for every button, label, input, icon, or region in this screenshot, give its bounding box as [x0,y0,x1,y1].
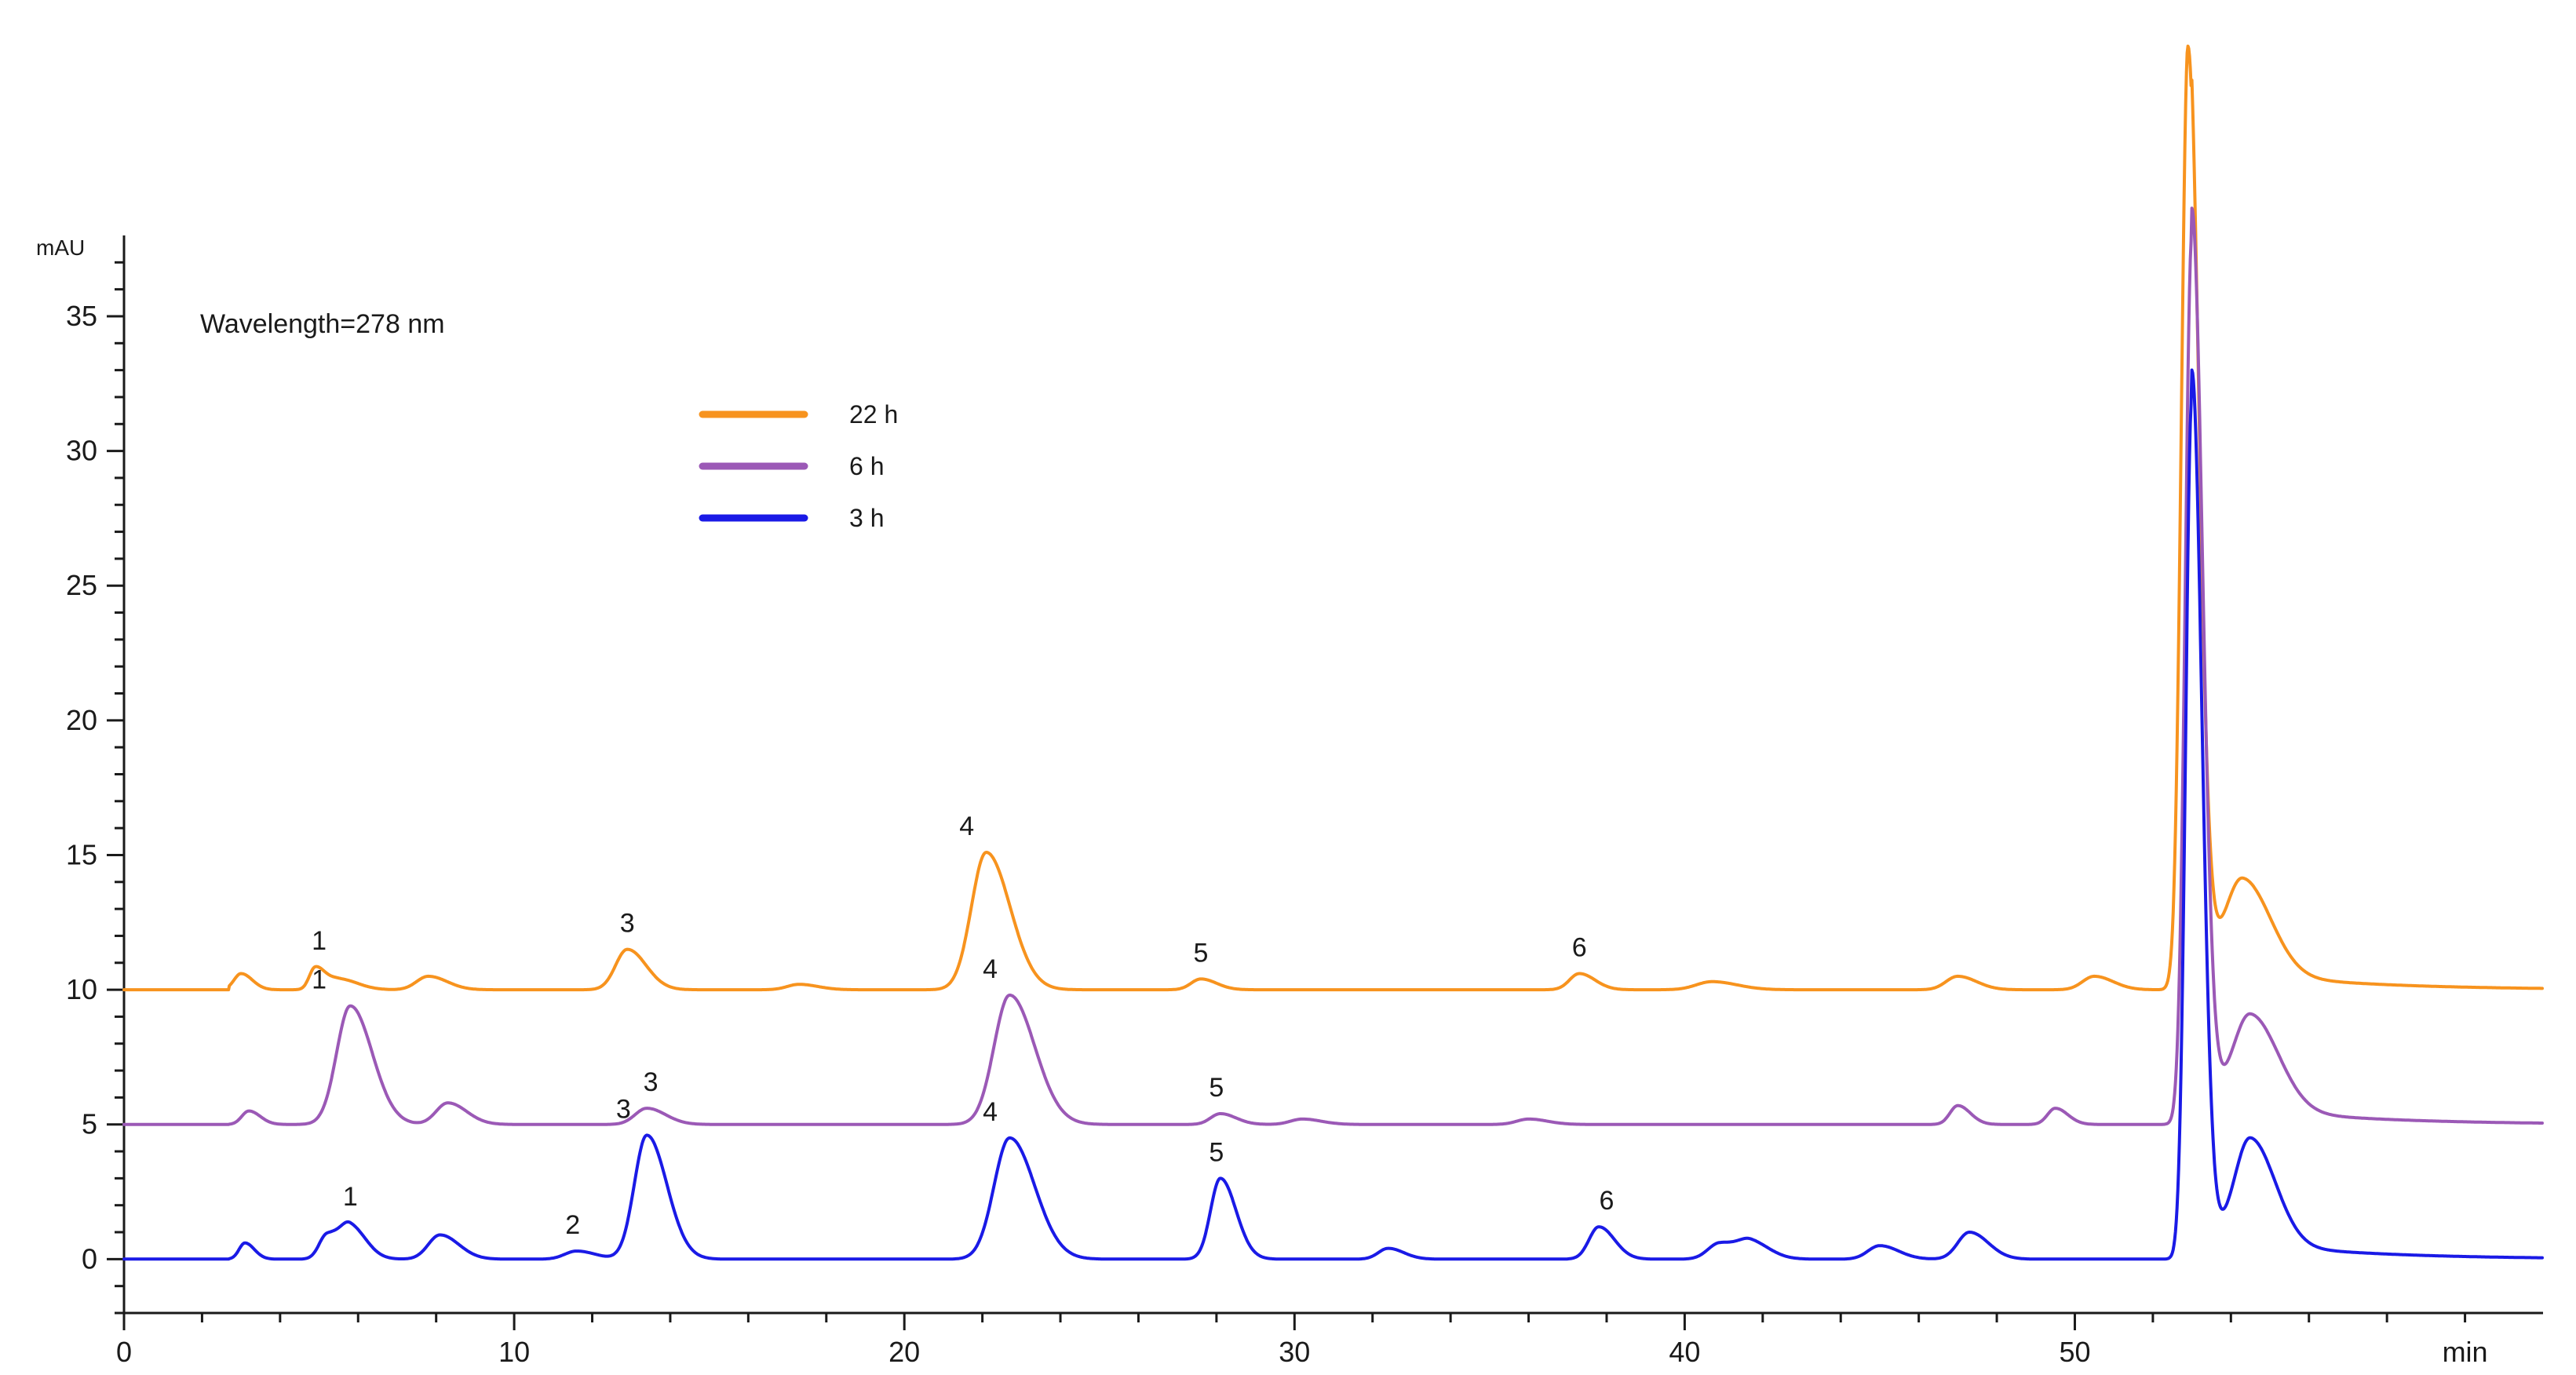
y-tick-label: 30 [66,435,97,467]
trace-22h [122,44,2544,992]
x-tick-label: 40 [1669,1336,1700,1368]
peak-label: 1 [312,926,327,956]
y-tick-label: 5 [82,1108,97,1140]
peak-label: 5 [1194,938,1209,968]
legend-label: 22 h [849,400,898,429]
peak-label: 4 [983,1097,998,1127]
legend: 22 h 6 h 3 h [699,400,898,532]
peak-label: 5 [1209,1073,1224,1103]
wavelength-annotation: Wavelength=278 nm [200,309,445,339]
peak-label: 2 [565,1210,580,1240]
peak-label: 4 [959,812,974,841]
peak-label: 6 [1600,1186,1615,1216]
y-tick-label: 0 [82,1242,97,1275]
y-tick-label: 20 [66,704,97,736]
peak-label: 6 [1572,933,1587,963]
x-tick-label: 0 [116,1336,132,1368]
peak-label: 4 [983,954,998,984]
peak-label: 3 [644,1067,659,1097]
peak-label: 1 [312,965,327,995]
y-tick-label: 25 [66,569,97,601]
y-tick-label: 10 [66,973,97,1005]
trace-3h [122,368,2544,1261]
x-tick-label: 30 [1279,1336,1310,1368]
trace-6h [122,206,2544,1126]
x-tick-label: 10 [498,1336,530,1368]
y-axis-unit-label: mAU [36,235,85,260]
x-tick-label: 20 [888,1336,920,1368]
peak-label: 5 [1209,1137,1224,1167]
peak-label: 1 [343,1182,358,1212]
peak-labels: 1 3 4 5 6 1 3 4 5 1 2 3 4 5 6 [312,812,1614,1240]
peak-label: 3 [616,1094,631,1124]
y-tick-label: 35 [66,300,97,332]
y-tick-label: 15 [66,838,97,870]
legend-label: 6 h [849,452,884,480]
x-axis-unit-label: min [2443,1336,2488,1368]
x-tick-label: 50 [2059,1336,2090,1368]
traces [122,44,2544,1261]
peak-label: 3 [620,909,635,939]
legend-label: 3 h [849,504,884,532]
